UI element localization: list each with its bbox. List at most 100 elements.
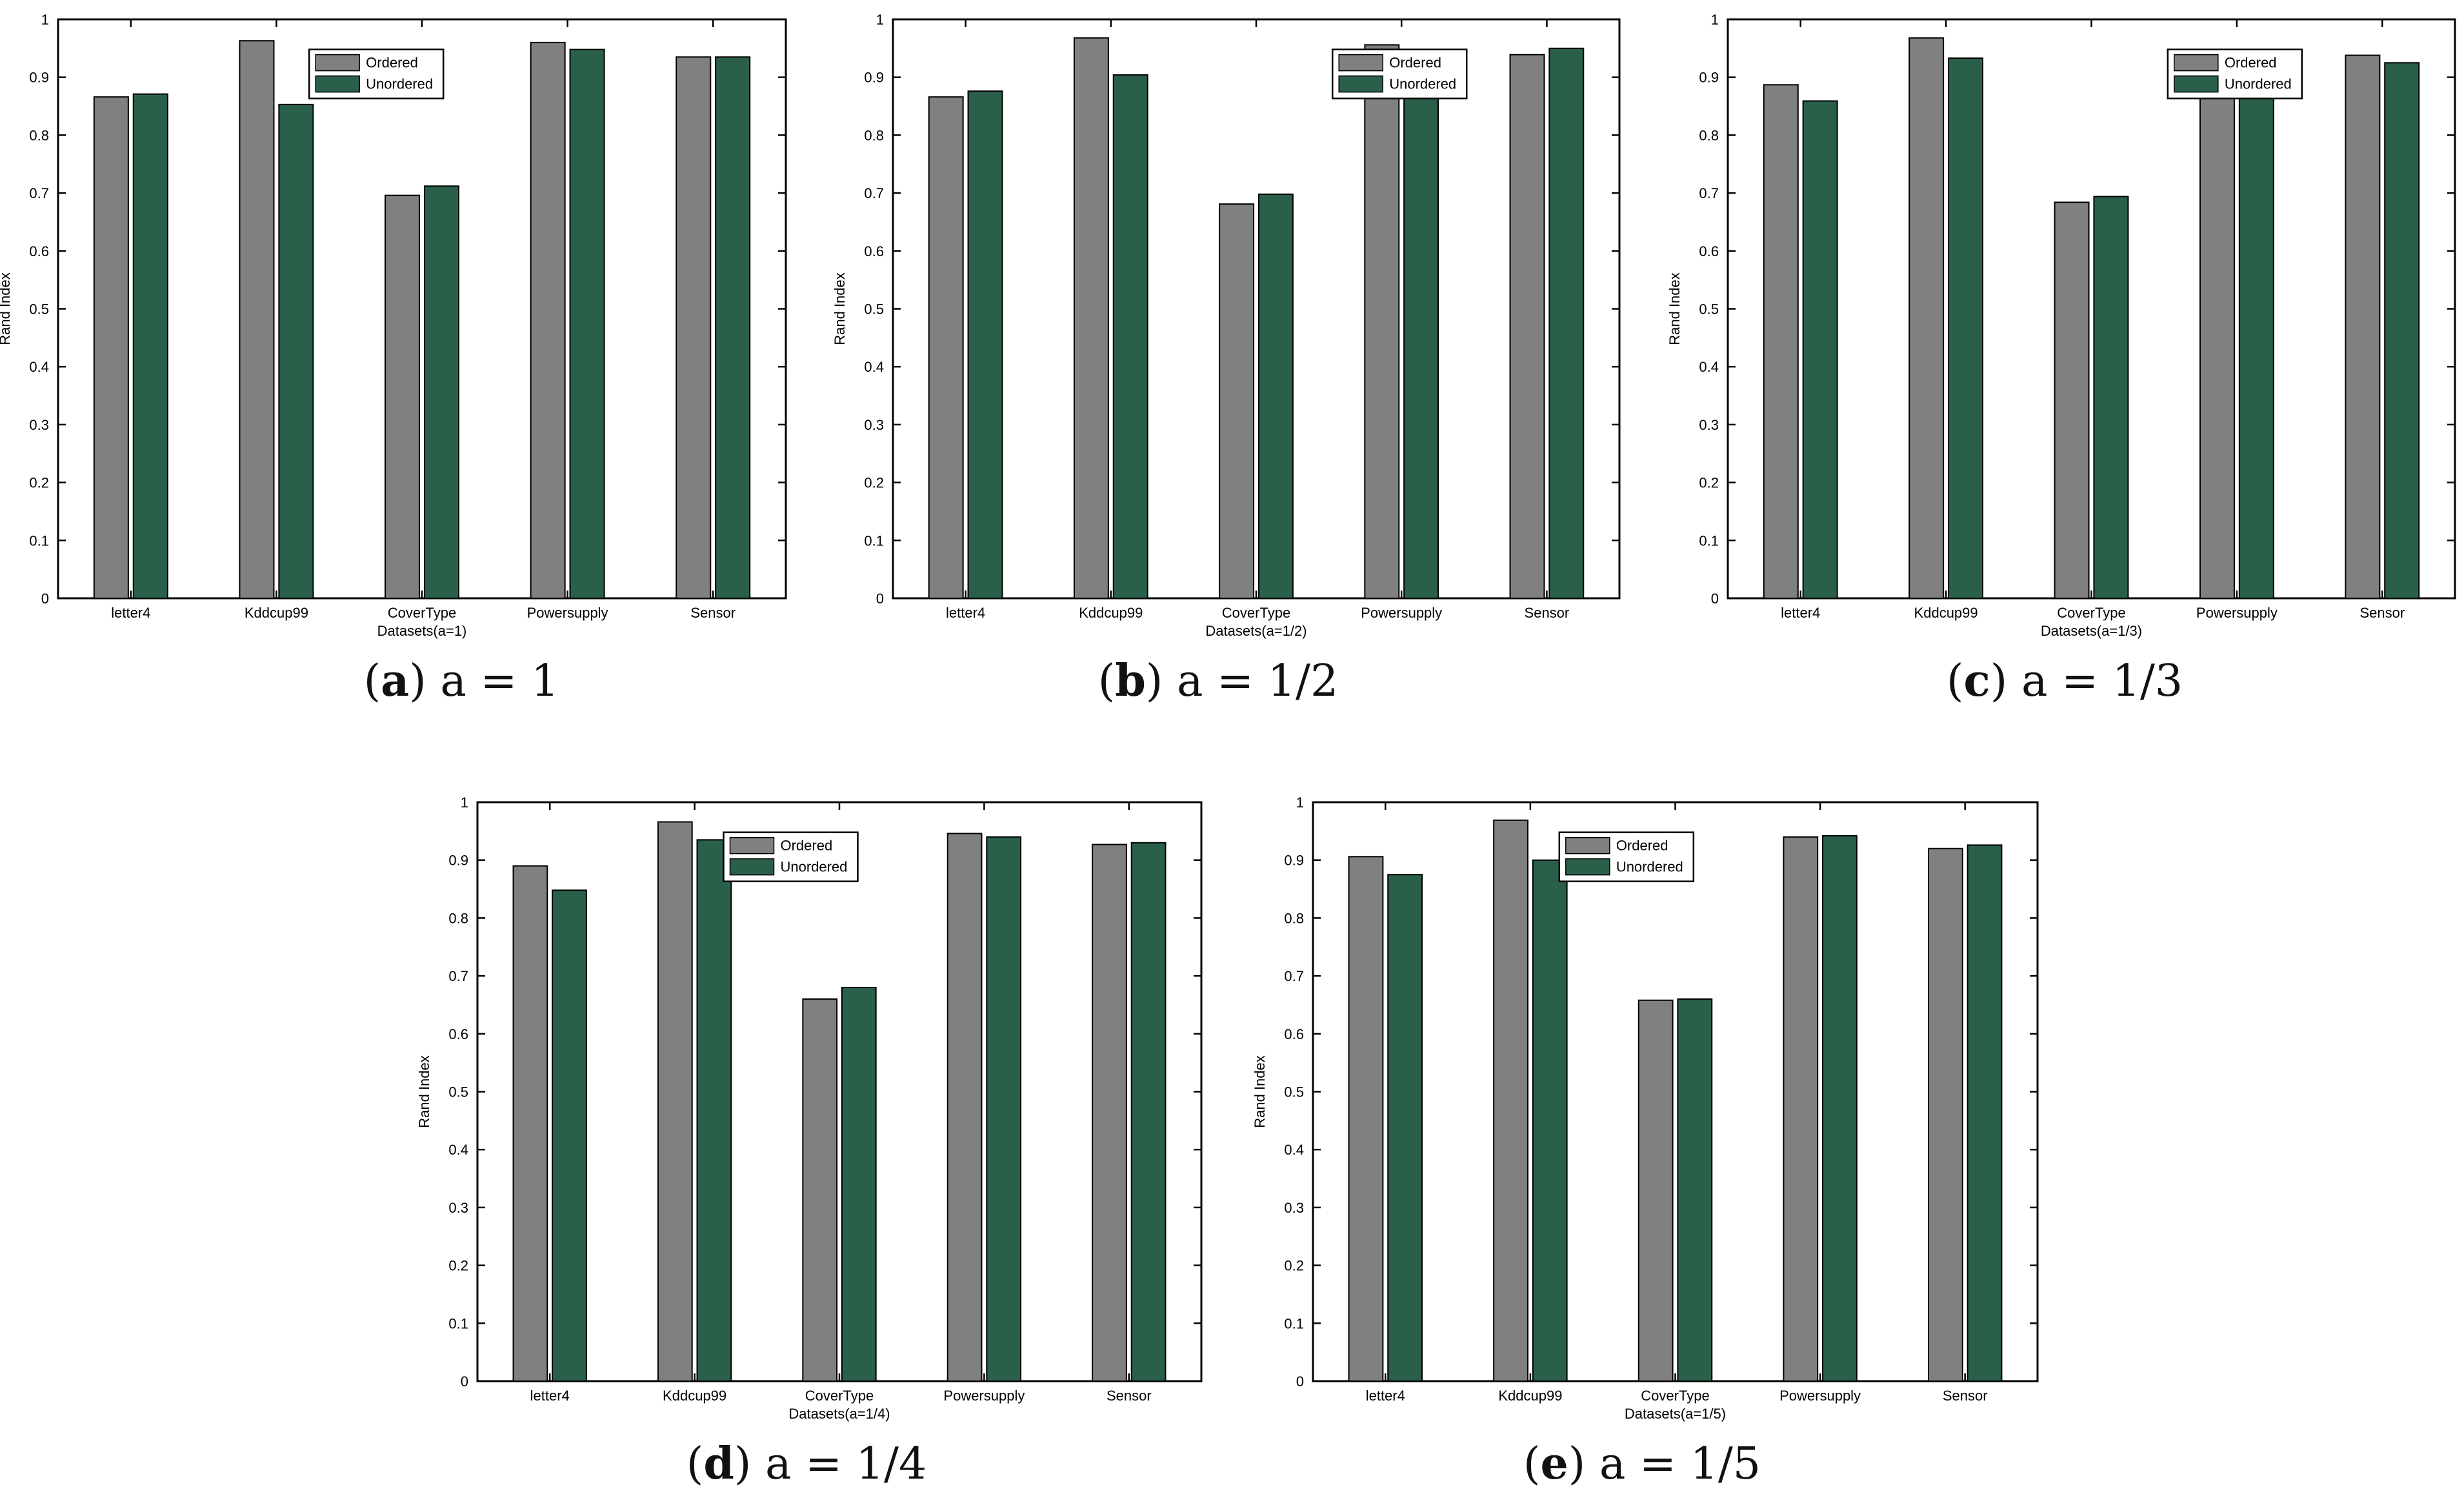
- bar-unordered-covertype: [423, 185, 459, 599]
- bar-unordered-kddcup99: [1948, 57, 1984, 599]
- ytick-label: 0.2: [1699, 475, 1719, 491]
- xtick-label: Sensor: [1943, 1388, 1988, 1404]
- caption-d: (d) a = 1/4: [686, 1438, 927, 1490]
- ytick-label: 1: [1711, 12, 1719, 28]
- ytick-label: 1: [876, 12, 884, 28]
- ytick-label: 0.4: [1699, 359, 1719, 375]
- ytick-label: 0.3: [1284, 1200, 1304, 1216]
- ytick-label: 0.5: [1699, 301, 1719, 318]
- ytick-label: 0.7: [1284, 968, 1304, 984]
- legend-swatch-ordered: [2174, 54, 2219, 72]
- ytick-label: 0.2: [29, 475, 49, 491]
- legend-swatch-unordered: [1338, 75, 1383, 93]
- xlabel: Datasets(a=1/3): [2041, 623, 2142, 639]
- bar-unordered-letter4: [967, 90, 1003, 599]
- ytick-label: 0.9: [448, 853, 468, 869]
- caption-b: (b) a = 1/2: [1097, 655, 1339, 707]
- bar-unordered-letter4: [1802, 100, 1838, 600]
- xtick-label: CoverType: [388, 605, 456, 621]
- legend-swatch-unordered: [315, 75, 360, 93]
- caption-c-text: a = 1/3: [2021, 656, 2183, 707]
- legend-swatch-unordered: [729, 858, 775, 876]
- legend-swatch-ordered: [1338, 54, 1383, 72]
- ytick-label: 0.3: [864, 417, 884, 433]
- xtick-label: letter4: [111, 605, 150, 621]
- bar-unordered-sensor: [1967, 844, 2003, 1382]
- ytick-label: 1: [1296, 794, 1304, 811]
- bar-ordered-letter4: [1763, 84, 1799, 599]
- ytick-label: 0.8: [864, 127, 884, 143]
- ytick-label: 0.5: [864, 301, 884, 318]
- ytick-label: 0.9: [864, 70, 884, 86]
- bar-ordered-sensor: [1927, 847, 1963, 1382]
- caption-d-text: a = 1/4: [765, 1439, 927, 1490]
- xtick-label: CoverType: [2057, 605, 2125, 621]
- ytick-label: 0.1: [448, 1315, 468, 1331]
- legend-label-ordered: Ordered: [1389, 55, 1441, 71]
- bar-ordered-powersupply: [530, 41, 566, 599]
- ytick-label: 0.7: [864, 185, 884, 201]
- ytick-label: 0.8: [448, 910, 468, 926]
- bar-unordered-kddcup99: [278, 103, 314, 599]
- caption-d-letter: d: [703, 1438, 734, 1490]
- caption-a-letter: a: [381, 655, 410, 707]
- legend-label-ordered: Ordered: [780, 838, 832, 854]
- ytick-label: 0.2: [864, 475, 884, 491]
- bar-unordered-sensor: [1130, 842, 1167, 1382]
- xtick-label: Powersupply: [943, 1388, 1025, 1404]
- bar-unordered-letter4: [1387, 874, 1423, 1382]
- bar-unordered-kddcup99: [696, 839, 732, 1382]
- xtick-label: CoverType: [805, 1388, 874, 1404]
- legend-swatch-ordered: [315, 54, 360, 72]
- bar-ordered-kddcup99: [1073, 37, 1109, 600]
- bar-unordered-powersupply: [569, 48, 605, 600]
- xlabel: Datasets(a=1): [377, 623, 467, 639]
- ylabel: Rand Index: [1667, 272, 1683, 345]
- ytick-label: 0.4: [29, 359, 49, 375]
- bar-ordered-covertype: [802, 998, 838, 1382]
- xtick-label: Powersupply: [1779, 1388, 1861, 1404]
- axes-frame-e: [1312, 801, 2039, 1382]
- bar-unordered-covertype: [1257, 193, 1294, 600]
- bar-unordered-powersupply: [1403, 50, 1439, 600]
- ytick-label: 0.1: [1699, 532, 1719, 549]
- xtick-label: Sensor: [1107, 1388, 1152, 1404]
- bar-unordered-sensor: [715, 56, 751, 600]
- ytick-label: 0.6: [864, 243, 884, 259]
- legend-swatch-unordered: [1565, 858, 1610, 876]
- ytick-label: 0.6: [29, 243, 49, 259]
- bar-unordered-powersupply: [1822, 835, 1858, 1382]
- caption-a-text: a = 1: [440, 656, 559, 707]
- bar-ordered-letter4: [93, 96, 129, 599]
- bar-unordered-kddcup99: [1112, 74, 1148, 599]
- bar-unordered-powersupply: [986, 836, 1022, 1382]
- ytick-label: 0.7: [448, 968, 468, 984]
- ytick-label: 0.3: [1699, 417, 1719, 433]
- legend-label-unordered: Unordered: [2225, 76, 2292, 92]
- bar-ordered-kddcup99: [1493, 819, 1528, 1382]
- ytick-label: 0: [41, 591, 49, 607]
- xtick-label: Sensor: [2359, 605, 2405, 621]
- bar-ordered-kddcup99: [239, 40, 275, 599]
- ytick-label: 0.6: [1284, 1026, 1304, 1042]
- xtick-label: Kddcup99: [245, 605, 308, 621]
- axes-frame-c: [1727, 18, 2456, 600]
- caption-b-text: a = 1/2: [1177, 656, 1339, 707]
- legend-label-unordered: Unordered: [1389, 76, 1456, 92]
- bar-ordered-sensor: [676, 56, 712, 600]
- caption-e: (e) a = 1/5: [1523, 1438, 1761, 1490]
- ytick-label: 0.4: [864, 359, 884, 375]
- ytick-label: 0.4: [448, 1142, 468, 1158]
- legend-label-unordered: Unordered: [780, 859, 847, 875]
- bar-ordered-covertype: [1638, 999, 1674, 1382]
- legend-swatch-ordered: [729, 836, 775, 855]
- bar-ordered-covertype: [385, 194, 421, 599]
- ytick-label: 0.8: [1699, 127, 1719, 143]
- xtick-label: Powersupply: [1361, 605, 1442, 621]
